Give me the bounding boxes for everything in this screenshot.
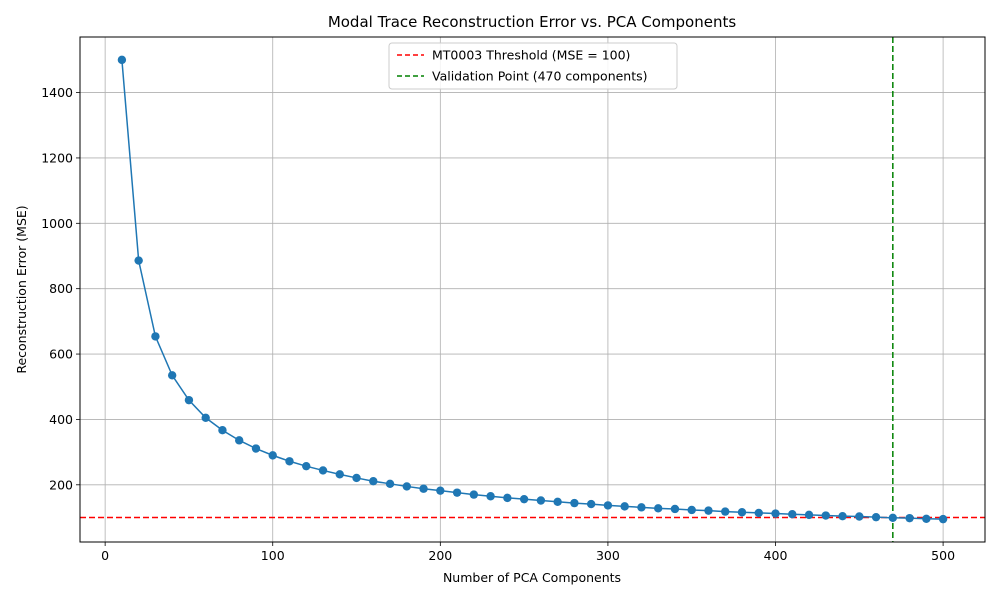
data-point bbox=[167, 371, 177, 380]
data-point bbox=[570, 498, 579, 508]
y-tick-label: 400 bbox=[49, 412, 73, 427]
axis-ticks: 0 100 200 300 400 500 200 400 600 800 1000 1200 1400 bbox=[41, 85, 955, 563]
data-point bbox=[218, 426, 227, 435]
data-point bbox=[838, 511, 847, 521]
data-point bbox=[536, 496, 546, 505]
data-point bbox=[285, 457, 294, 466]
data-point bbox=[687, 505, 696, 515]
x-tick-label: 0 bbox=[101, 548, 109, 563]
y-tick-label: 200 bbox=[49, 477, 73, 492]
data-point bbox=[151, 332, 160, 341]
data-point bbox=[754, 508, 763, 518]
data-point bbox=[352, 473, 361, 483]
x-tick-label: 500 bbox=[931, 548, 955, 563]
data-point bbox=[938, 514, 948, 524]
data-point bbox=[436, 486, 445, 495]
data-point bbox=[235, 436, 244, 445]
y-tick-label: 1000 bbox=[41, 216, 73, 231]
data-point bbox=[335, 470, 344, 479]
data-point bbox=[871, 512, 881, 522]
data-point bbox=[318, 466, 328, 475]
data-point bbox=[402, 482, 412, 491]
data-point bbox=[419, 484, 428, 493]
y-tick-label: 1400 bbox=[41, 85, 73, 100]
legend-box bbox=[388, 42, 678, 90]
data-point bbox=[737, 508, 747, 517]
data-point bbox=[855, 512, 864, 521]
x-axis-label: Number of PCA Components bbox=[443, 570, 621, 585]
data-point bbox=[486, 492, 495, 501]
data-point bbox=[586, 499, 596, 509]
data-point bbox=[704, 506, 713, 515]
reference-lines bbox=[80, 37, 985, 542]
y-axis-label: Reconstruction Error (MSE) bbox=[14, 205, 29, 373]
data-point bbox=[302, 461, 311, 471]
data-point bbox=[637, 503, 646, 512]
data-point bbox=[268, 451, 277, 460]
data-point bbox=[804, 510, 814, 520]
grid bbox=[80, 37, 985, 542]
data-point bbox=[469, 490, 479, 499]
y-tick-label: 800 bbox=[49, 281, 73, 296]
data-point bbox=[888, 513, 898, 523]
data-point bbox=[385, 479, 395, 489]
data-point bbox=[184, 395, 194, 405]
data-point bbox=[553, 497, 562, 506]
data-point bbox=[117, 55, 127, 65]
data-point bbox=[721, 507, 730, 516]
legend-label-threshold: MT0003 Threshold (MSE = 100) bbox=[432, 48, 630, 63]
y-tick-label: 1200 bbox=[41, 150, 73, 165]
x-tick-label: 400 bbox=[764, 548, 788, 563]
data-point bbox=[369, 477, 378, 486]
data-point bbox=[452, 488, 462, 497]
legend-label-validation: Validation Point (470 components) bbox=[432, 69, 648, 84]
y-tick-label: 600 bbox=[49, 347, 73, 362]
data-point bbox=[620, 502, 629, 511]
data-point bbox=[653, 504, 663, 513]
chart-title: Modal Trace Reconstruction Error vs. PCA… bbox=[328, 13, 737, 31]
x-tick-label: 300 bbox=[596, 548, 620, 563]
data-series bbox=[117, 55, 948, 524]
data-point bbox=[922, 514, 931, 523]
plot-frame bbox=[79, 36, 986, 543]
x-tick-label: 200 bbox=[428, 548, 452, 563]
data-point bbox=[519, 494, 529, 504]
data-point bbox=[905, 513, 914, 523]
data-point bbox=[134, 256, 143, 265]
data-point bbox=[788, 510, 797, 519]
data-point bbox=[821, 511, 830, 520]
legend: MT0003 Threshold (MSE = 100) Validation … bbox=[388, 42, 678, 90]
data-point bbox=[201, 413, 210, 422]
data-point bbox=[503, 493, 512, 503]
data-point bbox=[603, 501, 613, 510]
x-tick-label: 100 bbox=[261, 548, 285, 563]
data-point bbox=[670, 504, 680, 514]
data-point bbox=[251, 444, 261, 453]
data-point bbox=[771, 509, 780, 518]
